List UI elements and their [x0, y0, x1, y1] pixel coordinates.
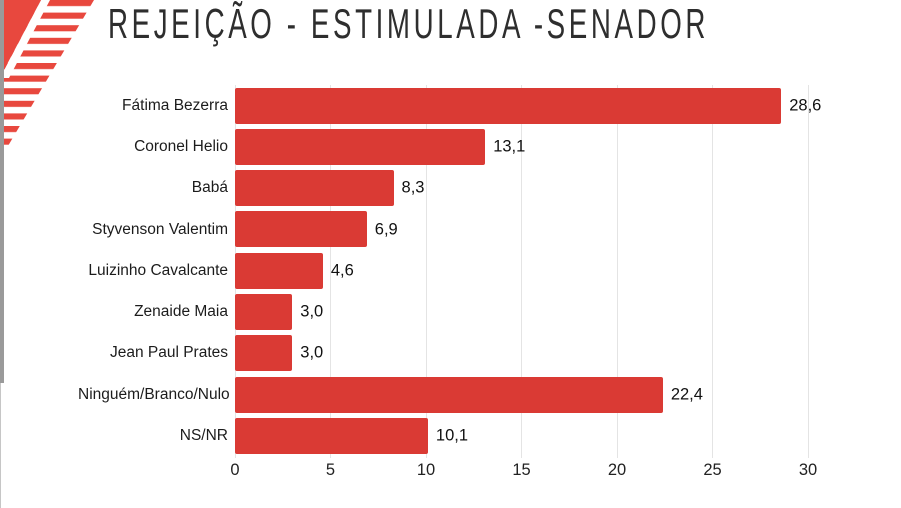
category-label: Styvenson Valentim [92, 220, 228, 238]
chart-row: Babá 8,3 [192, 168, 835, 209]
x-tick-label: 0 [230, 461, 240, 479]
value-label: 10,1 [435, 426, 469, 445]
value-label: 6,9 [374, 220, 398, 239]
value-label: 4,6 [330, 261, 354, 280]
bar [235, 335, 293, 372]
gridline [712, 85, 713, 458]
chart-row: Coronel Helio 13,1 [134, 126, 835, 167]
logo-diagonal-gap [4, 0, 50, 78]
chart-row: Luizinho Cavalcante 4,6 [88, 250, 835, 291]
category-label: Babá [191, 179, 228, 197]
bar [235, 87, 782, 124]
chart-row: Fátima Bezerra 28,6 [122, 85, 835, 126]
bar [235, 170, 394, 207]
x-tick-label: 15 [512, 461, 531, 479]
bar [235, 294, 293, 331]
category-label: Ninguém/Branco/Nulo [78, 385, 230, 403]
value-label: 3,0 [300, 302, 324, 321]
category-label: NS/NR [179, 427, 228, 445]
category-label: Fátima Bezerra [122, 96, 228, 114]
logo-solid-triangle [4, 0, 41, 70]
chart-row: NS/NR 10,1 [180, 415, 835, 456]
x-tick-label: 30 [798, 461, 818, 479]
value-label: 8,3 [401, 178, 425, 197]
bar [235, 252, 323, 289]
gridline [521, 85, 522, 458]
chart-row: Jean Paul Prates 3,0 [110, 333, 835, 374]
gridline [807, 85, 809, 458]
x-tick-label: 10 [416, 461, 436, 479]
x-tick-label: 5 [325, 461, 336, 479]
bar [235, 417, 428, 454]
bar [235, 211, 367, 248]
chart-row: Ninguém/Branco/Nulo 22,4 [78, 374, 835, 415]
bar [235, 376, 663, 413]
gridline [425, 85, 427, 458]
value-label: 3,0 [300, 343, 324, 362]
category-label: Jean Paul Prates [109, 344, 228, 362]
x-axis: 0 5 10 15 20 25 30 [230, 458, 835, 482]
bar [235, 128, 486, 165]
value-label: 13,1 [493, 137, 526, 156]
scrollbar-thumb[interactable] [0, 0, 4, 383]
category-label: Zenaide Maia [134, 303, 228, 321]
chart-title: REJEIÇÃO - ESTIMULADA -SENADOR [108, 0, 709, 47]
slide-left-border [0, 383, 1, 508]
category-label: Luizinho Cavalcante [88, 261, 228, 279]
gridline [616, 85, 618, 458]
value-label: 28,6 [789, 96, 822, 115]
x-tick-label: 20 [607, 461, 627, 479]
x-tick-label: 25 [703, 461, 722, 479]
value-label: 22,4 [670, 385, 703, 404]
chart-row: Styvenson Valentim 6,9 [92, 209, 835, 250]
chart-row: Zenaide Maia 3,0 [134, 292, 835, 333]
category-label: Coronel Helio [134, 137, 228, 155]
bar-chart: Fátima Bezerra 28,6 Coronel Helio 13,1 Babá 8… [78, 85, 835, 479]
gridline [330, 85, 331, 458]
striped-flag-logo [4, 0, 94, 146]
